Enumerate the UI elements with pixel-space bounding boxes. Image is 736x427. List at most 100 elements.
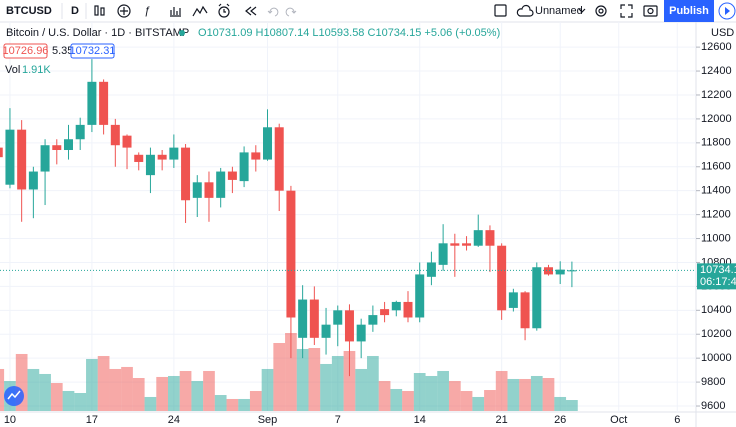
candle-body bbox=[497, 245, 507, 311]
play-button[interactable] bbox=[718, 2, 736, 20]
bid-box[interactable] bbox=[3, 43, 48, 59]
x-tick-label: 17 bbox=[86, 414, 98, 426]
volume-bar bbox=[519, 378, 531, 411]
dropdown-icon[interactable] bbox=[578, 8, 586, 13]
volume-bar bbox=[296, 348, 309, 411]
countdown: 06:17:45 bbox=[700, 276, 736, 288]
snapshot-icon[interactable] bbox=[643, 5, 658, 17]
candle-body bbox=[75, 124, 85, 140]
redo-icon[interactable] bbox=[285, 7, 297, 17]
volume-bar bbox=[27, 368, 40, 411]
candle-body bbox=[192, 182, 202, 198]
candle-body bbox=[450, 243, 460, 246]
volume-bar bbox=[331, 355, 344, 411]
volume-bar bbox=[320, 363, 332, 411]
volume-bar bbox=[74, 393, 87, 411]
currency: USD bbox=[711, 27, 734, 39]
layout-name[interactable]: Unnamed bbox=[535, 5, 583, 17]
replay-icon[interactable] bbox=[245, 6, 257, 16]
spread: 5.35 bbox=[52, 45, 73, 57]
candle-body bbox=[17, 129, 27, 190]
candle-body bbox=[426, 262, 436, 277]
candle-body bbox=[567, 270, 577, 272]
toolbar bbox=[0, 0, 736, 22]
candle-body bbox=[532, 267, 542, 329]
publish-button[interactable] bbox=[664, 0, 714, 22]
volume-bar bbox=[378, 380, 391, 411]
volume-name: Vol bbox=[5, 64, 20, 76]
candle-body bbox=[555, 269, 565, 275]
volume-bar bbox=[566, 400, 578, 411]
checkbox[interactable] bbox=[494, 4, 507, 17]
volume-bar bbox=[261, 368, 274, 411]
y-tick-label: 11000 bbox=[701, 232, 731, 244]
volume-bar bbox=[273, 343, 286, 411]
volume-bar bbox=[62, 390, 75, 411]
candle-body bbox=[508, 292, 518, 308]
alert-icon[interactable] bbox=[218, 3, 230, 18]
candle-body bbox=[0, 147, 3, 158]
volume-bar bbox=[156, 376, 168, 411]
candle-body bbox=[333, 310, 343, 325]
candle-body bbox=[356, 324, 366, 342]
l-value: 10593.58 bbox=[319, 27, 365, 39]
x-tick-label: 24 bbox=[168, 414, 180, 426]
candle-body bbox=[368, 315, 378, 325]
volume-bar bbox=[144, 396, 157, 411]
candle-body bbox=[344, 310, 354, 342]
compare-icon[interactable] bbox=[192, 5, 208, 17]
interval[interactable]: D bbox=[71, 5, 79, 17]
volume-bar bbox=[413, 373, 426, 411]
volume-bar bbox=[448, 380, 461, 411]
y-tick-label: 10000 bbox=[701, 352, 732, 364]
y-tick-label: 11600 bbox=[701, 161, 731, 173]
candle-body bbox=[298, 299, 308, 338]
volume-bar bbox=[39, 373, 51, 411]
candle-body bbox=[543, 267, 553, 275]
y-tick-label: 11200 bbox=[701, 209, 731, 221]
candle-body bbox=[52, 145, 62, 151]
y-tick-label: 11800 bbox=[701, 137, 731, 149]
settings-icon[interactable] bbox=[595, 5, 607, 17]
x-tick-label: 7 bbox=[335, 414, 341, 426]
candle-type-icon[interactable] bbox=[94, 5, 105, 16]
candle-body bbox=[239, 152, 249, 182]
x-tick-label: 14 bbox=[414, 414, 426, 426]
volume-bar bbox=[390, 388, 403, 411]
volume-bar bbox=[554, 396, 567, 411]
l-label: L bbox=[312, 27, 318, 39]
publish-label[interactable]: Publish bbox=[669, 5, 709, 17]
y-tick-label: 12400 bbox=[701, 65, 732, 77]
candle-body bbox=[309, 299, 319, 338]
volume-label: 1.91K bbox=[22, 64, 51, 76]
x-tick-label: Oct bbox=[610, 414, 627, 426]
y-tick-label: 11400 bbox=[701, 185, 731, 197]
y-tick-label: 12200 bbox=[701, 89, 732, 101]
candle-body bbox=[181, 147, 191, 201]
x-tick-label: 26 bbox=[554, 414, 566, 426]
ask-box[interactable] bbox=[70, 43, 115, 59]
chart-icon[interactable] bbox=[170, 7, 181, 17]
volume-bar bbox=[132, 378, 145, 411]
bid[interactable]: 10726.96 bbox=[3, 45, 49, 57]
candle-body bbox=[263, 127, 273, 160]
undo-icon[interactable] bbox=[267, 7, 279, 17]
candle-body bbox=[63, 139, 73, 151]
candle-body bbox=[473, 230, 483, 246]
volume-bar bbox=[121, 366, 133, 411]
fullscreen-icon[interactable] bbox=[620, 4, 633, 18]
c-label: C bbox=[368, 27, 376, 39]
volume-bar bbox=[484, 390, 496, 411]
indicator-add-icon[interactable] bbox=[117, 4, 131, 18]
logo-mark bbox=[7, 390, 21, 400]
fx-icon[interactable]: ƒ bbox=[144, 5, 150, 17]
x-tick-label: 21 bbox=[496, 414, 508, 426]
volume-bar bbox=[402, 390, 414, 411]
candle-body bbox=[391, 301, 401, 311]
h-value: 10807.14 bbox=[263, 27, 309, 39]
candle-body bbox=[28, 171, 38, 190]
ask[interactable]: 10732.31 bbox=[70, 45, 116, 57]
symbol[interactable]: BTCUSD bbox=[6, 5, 52, 17]
